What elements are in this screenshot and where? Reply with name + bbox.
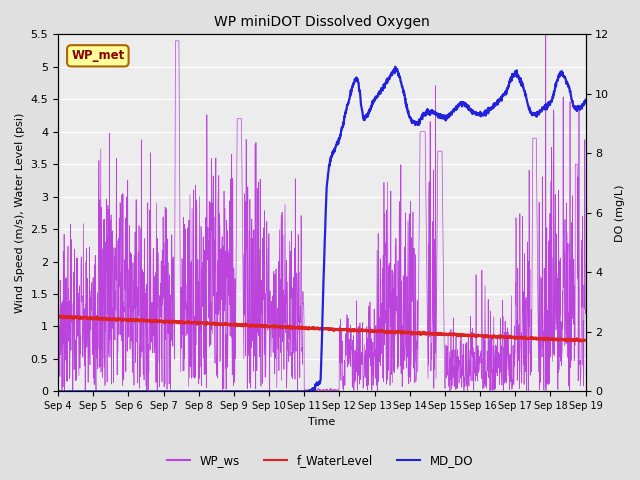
Y-axis label: Wind Speed (m/s), Water Level (psi): Wind Speed (m/s), Water Level (psi) xyxy=(15,113,25,313)
Text: WP_met: WP_met xyxy=(71,49,124,62)
Y-axis label: DO (mg/L): DO (mg/L) xyxy=(615,184,625,241)
Legend: WP_ws, f_WaterLevel, MD_DO: WP_ws, f_WaterLevel, MD_DO xyxy=(162,449,478,472)
X-axis label: Time: Time xyxy=(308,417,335,427)
Title: WP miniDOT Dissolved Oxygen: WP miniDOT Dissolved Oxygen xyxy=(214,15,429,29)
